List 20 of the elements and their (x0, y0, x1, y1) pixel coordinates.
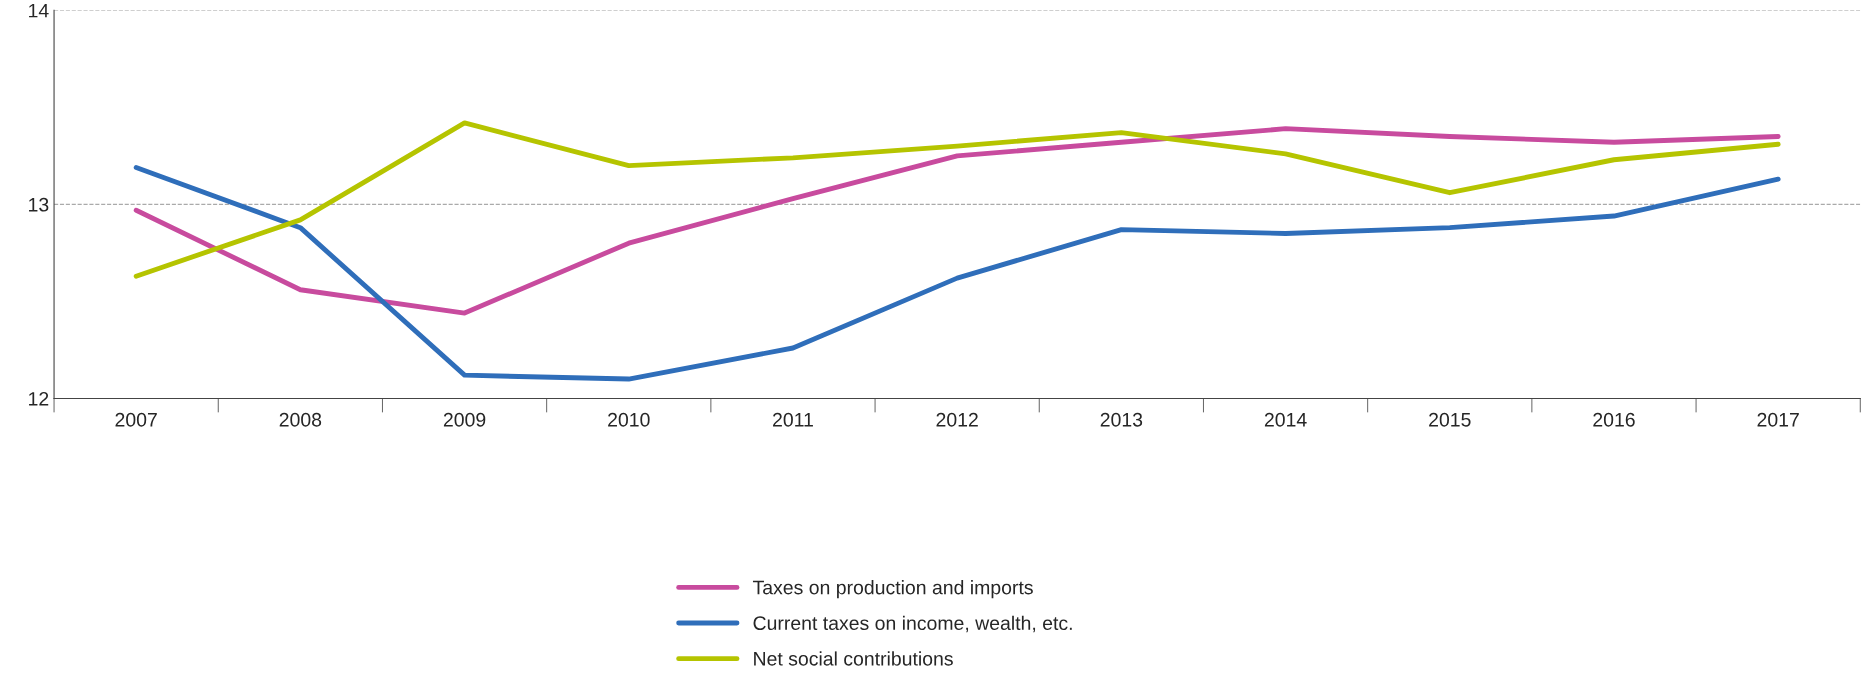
x-tick-label: 2008 (279, 412, 322, 427)
x-tick-label: 2013 (1100, 412, 1143, 427)
line-series (133, 120, 1781, 279)
y-tick-label: 14 (29, 3, 49, 18)
x-tick-label: 2015 (1429, 412, 1471, 427)
x-tick-label: 2017 (1757, 412, 1799, 427)
legend-label: Current taxes on income, wealth, etc. (753, 615, 1072, 633)
x-tick-label: 2007 (115, 412, 157, 427)
x-tick-label: 2011 (773, 412, 813, 427)
x-tick-label: 2012 (936, 412, 978, 427)
x-tick-label: 2009 (443, 412, 486, 427)
x-tick-label: 2010 (608, 412, 650, 427)
x-tick-label: 2014 (1264, 412, 1307, 427)
legend-label: Taxes on production and imports (752, 580, 1033, 599)
line-series (133, 165, 1781, 382)
y-tick-label: 13 (29, 197, 49, 212)
line-series (133, 126, 1781, 316)
x-tick-label: 2016 (1593, 412, 1635, 427)
y-tick-label: 12 (29, 391, 49, 406)
legend-label: Net social contributions (754, 651, 953, 666)
